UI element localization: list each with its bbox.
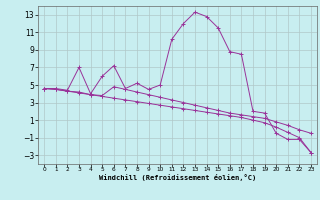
X-axis label: Windchill (Refroidissement éolien,°C): Windchill (Refroidissement éolien,°C) <box>99 174 256 181</box>
